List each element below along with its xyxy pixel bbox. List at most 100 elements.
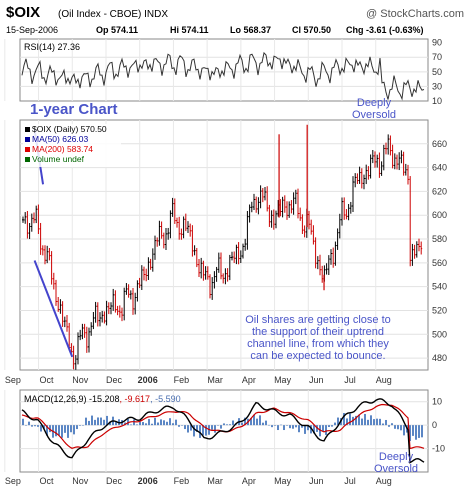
macd-hist-bar xyxy=(220,425,222,429)
macd-hist-bar xyxy=(331,425,333,427)
macd-x-label-1: Nov xyxy=(72,476,89,486)
price-bar xyxy=(59,299,62,314)
price-bar xyxy=(400,150,403,164)
macd-hist-bar xyxy=(211,425,213,430)
price-bar xyxy=(319,254,321,276)
price-bar xyxy=(33,212,35,224)
price-bar xyxy=(303,225,306,238)
macd-hist-bar xyxy=(274,425,276,426)
price-bar xyxy=(48,247,51,261)
price-bar xyxy=(332,247,335,268)
macd-hist-bar xyxy=(379,418,381,426)
price-bar xyxy=(28,223,31,240)
price-bar xyxy=(325,263,328,275)
price-bar xyxy=(173,198,176,224)
macd-hist-bar xyxy=(67,425,69,438)
price-bar xyxy=(74,355,77,370)
support-annotation: Oil shares are getting close to the supp… xyxy=(245,314,391,362)
macd-hist-bar xyxy=(157,422,159,426)
price-bar xyxy=(374,151,376,168)
price-bar xyxy=(103,311,106,324)
macd-hist-bar xyxy=(196,425,198,432)
price-bar xyxy=(24,212,27,224)
price-bar xyxy=(158,220,161,246)
price-bar xyxy=(222,273,225,284)
macd-hist-bar xyxy=(193,425,195,437)
macd-hist-bar xyxy=(391,423,393,426)
macd-hist-bar xyxy=(61,425,63,438)
macd-hist-bar xyxy=(412,425,414,436)
ohlc-close: Cl 570.50 xyxy=(292,25,331,35)
price-bar xyxy=(336,228,339,250)
macd-hist-bar xyxy=(289,425,291,429)
macd-hist-bar xyxy=(145,423,147,426)
macd-hist-bar xyxy=(190,425,192,431)
legend-volume: Volume undef xyxy=(32,154,85,164)
macd-hist-bar xyxy=(271,425,273,428)
legend-price: $OIX (Daily) 570.50 xyxy=(32,124,107,134)
price-bar xyxy=(99,312,101,327)
legend-box xyxy=(23,124,121,167)
rsi-oversold-line-2: Oversold xyxy=(352,109,396,121)
price-bar xyxy=(389,135,392,156)
price-bar xyxy=(96,302,99,327)
support-annotation-line-1: Oil shares are getting close to xyxy=(245,314,391,326)
price-bar xyxy=(37,204,40,234)
macd-hist-bar xyxy=(382,423,384,426)
macd-hist-bar xyxy=(322,425,324,432)
macd-hist-bar xyxy=(286,425,288,426)
macd-hist-bar xyxy=(334,422,336,426)
macd-hist-bar xyxy=(241,422,243,426)
price-bar xyxy=(41,245,44,256)
price-bar xyxy=(244,238,247,251)
price-x-axis: Oct Nov Dec 2006 Feb Mar Apr May Jun Jul Aug Sep xyxy=(5,375,392,385)
price-bar xyxy=(275,210,277,229)
price-bar xyxy=(81,323,84,340)
price-tick-0: 480 xyxy=(432,353,447,363)
macd-hist-bar xyxy=(202,425,204,436)
price-bar xyxy=(35,205,38,224)
price-tick-1: 500 xyxy=(432,329,447,339)
price-bar xyxy=(387,134,390,155)
price-bar xyxy=(162,232,165,249)
rsi-tick-4: 90 xyxy=(432,38,442,48)
macd-hist-bar xyxy=(325,425,327,435)
macd-hist-bar xyxy=(160,419,162,426)
price-bar xyxy=(176,217,178,228)
macd-hist-bar xyxy=(265,420,267,426)
price-bar xyxy=(160,221,163,239)
price-bar xyxy=(169,210,172,239)
chart-title-annotation: 1-year Chart xyxy=(30,101,118,118)
price-bar xyxy=(378,152,381,178)
price-bar xyxy=(310,219,313,235)
price-bar xyxy=(233,251,236,264)
price-bar xyxy=(107,302,110,315)
price-bar xyxy=(184,213,187,232)
macd-hist-bar xyxy=(337,417,339,426)
price-bar xyxy=(118,305,121,318)
price-bar xyxy=(226,268,229,282)
macd-hist-bar xyxy=(106,415,108,426)
macd-hist-bar xyxy=(376,418,378,426)
macd-x-label-6: Apr xyxy=(242,476,256,486)
price-bar xyxy=(371,149,374,164)
macd-hist-bar xyxy=(349,413,351,426)
macd-hist-bar xyxy=(385,419,387,426)
price-bar xyxy=(125,283,128,295)
price-bar xyxy=(50,251,53,285)
price-x-label-10: Aug xyxy=(376,375,392,385)
price-bars xyxy=(22,124,423,370)
macd-hist-bar xyxy=(400,425,402,431)
price-bar xyxy=(85,326,88,353)
price-bar xyxy=(294,189,297,205)
macd-hist-bar xyxy=(91,415,93,426)
macd-x-label-4: Feb xyxy=(174,476,190,486)
support-annotation-line-2: the support of their uptrend xyxy=(252,326,384,338)
price-bar xyxy=(407,164,409,185)
price-bar xyxy=(114,290,117,313)
macd-oversold-line-2: Oversold xyxy=(374,463,418,475)
price-bar xyxy=(191,225,194,257)
price-bar xyxy=(105,300,108,326)
price-bar xyxy=(66,315,68,332)
macd-hist-bar xyxy=(256,418,258,426)
